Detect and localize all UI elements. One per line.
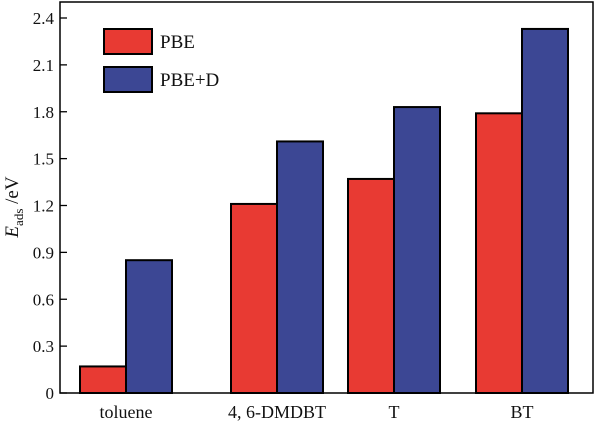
y-axis-label-unit: /eV <box>2 176 23 208</box>
legend-label: PBE <box>160 32 195 53</box>
y-tick-label: 2.1 <box>33 56 54 75</box>
plot-frame <box>59 1 594 394</box>
y-tick-label: 0 <box>46 384 55 403</box>
bar-pbe-2 <box>347 177 395 394</box>
legend-swatch <box>103 28 153 55</box>
x-category-label: toluene <box>100 402 153 422</box>
y-axis-label-symbol: E <box>2 226 23 239</box>
bar-pbe-1 <box>230 202 278 394</box>
y-axis-label-subscript: ads <box>11 209 26 226</box>
bar-pbe-d-3 <box>521 27 569 394</box>
y-tick-label: 1.5 <box>33 150 54 169</box>
bar-pbe-3 <box>475 112 523 394</box>
legend-label: PBE+D <box>160 70 219 91</box>
y-tick-label: 1.2 <box>33 197 54 216</box>
bar-pbe-d-0 <box>125 259 173 394</box>
y-tick-label: 1.8 <box>33 103 54 122</box>
bars-group <box>79 27 569 394</box>
y-tick-label: 0.3 <box>33 337 54 356</box>
bar-pbe-d-2 <box>393 106 441 394</box>
y-axis-label: Eads /eV <box>2 176 26 238</box>
x-axis: toluene 4, 6-DMDBT T BT <box>100 402 534 422</box>
bar-pbe-0 <box>79 365 127 394</box>
legend: PBE PBE+D <box>103 28 219 93</box>
x-category-label: BT <box>510 402 533 422</box>
y-tick-label: 0.6 <box>33 290 54 309</box>
x-category-label: 4, 6-DMDBT <box>228 402 326 422</box>
y-axis: 0 0.3 0.6 0.9 1.2 1.5 1.8 2.1 2.4 <box>33 9 67 403</box>
x-category-label: T <box>389 402 400 422</box>
bar-pbe-d-1 <box>276 140 324 394</box>
y-tick-label: 2.4 <box>33 9 55 28</box>
legend-swatch <box>103 66 153 93</box>
y-tick-label: 0.9 <box>33 243 54 262</box>
